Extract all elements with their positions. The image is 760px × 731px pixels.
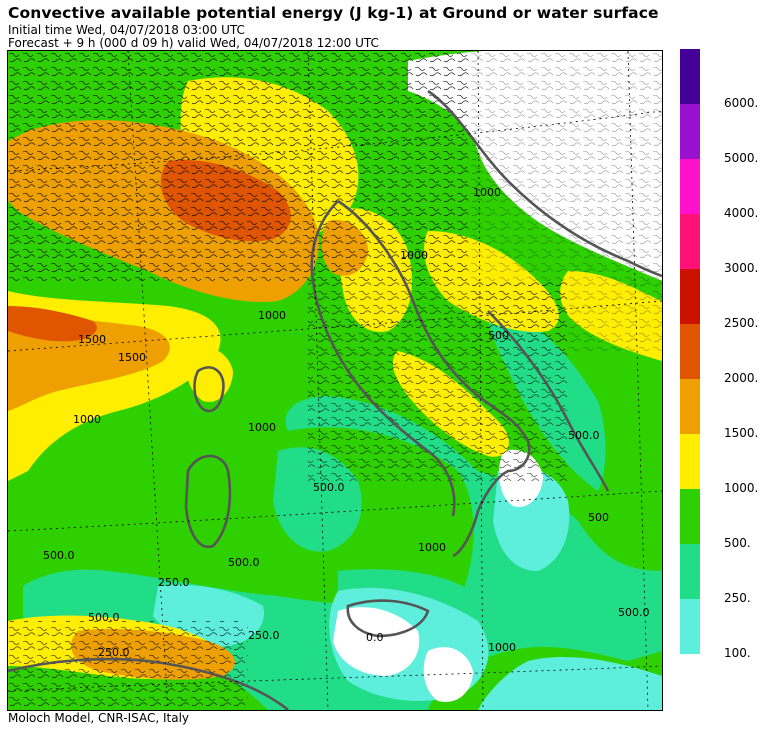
- no-cape-south: [423, 647, 473, 702]
- contour-label: 500.0: [618, 606, 650, 619]
- legend-label: 1000.: [724, 481, 759, 495]
- legend-swatch: [680, 324, 700, 379]
- contour-label: 1000: [488, 641, 516, 654]
- initial-time-label: Initial time Wed, 04/07/2018 03:00 UTC: [8, 23, 245, 37]
- legend-label: 3000.: [724, 261, 759, 275]
- chart-title: Convective available potential energy (J…: [8, 4, 659, 22]
- legend-swatch: [680, 214, 700, 269]
- legend-label: 250.: [724, 591, 751, 605]
- cape-map: 1500 1500 1000 1000 1000 1000 1000 500.0…: [7, 50, 663, 711]
- contour-texture-north: [8, 51, 468, 281]
- legend-swatch: [680, 434, 700, 489]
- contour-label: 1500: [78, 333, 106, 346]
- coastlines: [8, 89, 662, 710]
- contour-label: 500.0: [313, 481, 345, 494]
- legend-label: 1500.: [724, 426, 759, 440]
- contour-label: 500.0: [43, 549, 75, 562]
- contour-label: 250.0: [98, 646, 130, 659]
- map-canvas: 1500 1500 1000 1000 1000 1000 1000 500.0…: [8, 51, 662, 710]
- legend-label: 5000.: [724, 151, 759, 165]
- legend-colorbar: [680, 49, 700, 654]
- contour-labels: 1500 1500 1000 1000 1000 1000 1000 500.0…: [43, 186, 650, 659]
- legend-label: 100.: [724, 646, 751, 660]
- model-credit: Moloch Model, CNR-ISAC, Italy: [8, 711, 190, 725]
- contour-label: 500.0: [228, 556, 260, 569]
- legend-swatch: [680, 379, 700, 434]
- contour-label: 1000: [73, 413, 101, 426]
- legend-swatch: [680, 49, 700, 104]
- legend-label: 6000.: [724, 96, 759, 110]
- legend-swatch: [680, 269, 700, 324]
- contour-label: 1500: [118, 351, 146, 364]
- legend-swatch: [680, 104, 700, 159]
- contour-label: 500: [588, 511, 609, 524]
- legend-label: 500.: [724, 536, 751, 550]
- legend-swatch: [680, 159, 700, 214]
- contour-texture-balkans: [468, 51, 662, 351]
- legend-swatch: [680, 599, 700, 654]
- legend-label: 2500.: [724, 316, 759, 330]
- contour-label: 1000: [418, 541, 446, 554]
- contour-texture-africa: [8, 621, 248, 710]
- contour-label: 500.0: [568, 429, 600, 442]
- lat-lon-grid: [8, 51, 662, 710]
- contour-label: 1000: [473, 186, 501, 199]
- contour-label: 250.0: [248, 629, 280, 642]
- forecast-valid-label: Forecast + 9 h (000 d 09 h) valid Wed, 0…: [8, 36, 379, 50]
- contour-label: 1000: [248, 421, 276, 434]
- color-legend: 100. 250. 500. 1000. 1500. 2000. 2500. 3000. 400…: [672, 46, 758, 666]
- legend-swatch: [680, 489, 700, 544]
- legend-label: 2000.: [724, 371, 759, 385]
- contour-label: 0.0: [366, 631, 384, 644]
- contour-label: 1000: [400, 249, 428, 262]
- cape-region-2000-west: [8, 306, 97, 342]
- contour-label: 1000: [258, 309, 286, 322]
- contour-label: 500.0: [88, 611, 120, 624]
- legend-label: 4000.: [724, 206, 759, 220]
- cape-region-100-southeast: [478, 656, 662, 710]
- legend-swatch: [680, 544, 700, 599]
- contour-label: 250.0: [158, 576, 190, 589]
- contour-label: 500: [488, 329, 509, 342]
- cape-region-1000-sardinia: [186, 347, 233, 402]
